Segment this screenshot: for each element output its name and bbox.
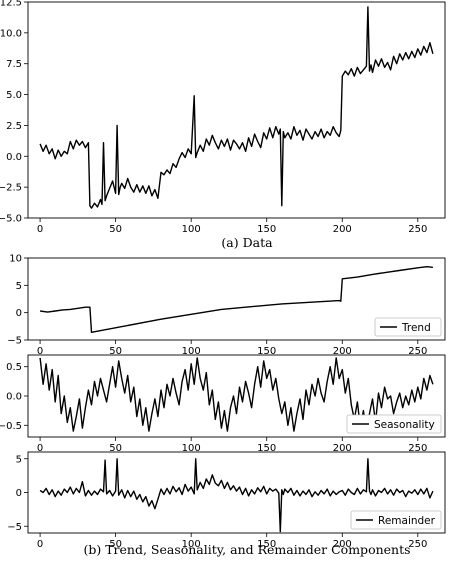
data-y-tick-label: 0.0 [6, 152, 22, 163]
data-x-tick-label: 200 [333, 224, 352, 235]
trend-y-tick-label: −5 [7, 336, 22, 347]
seasonality-x-tick-label: 150 [257, 443, 276, 454]
trend-x-tick-label: 100 [182, 346, 201, 357]
data-y-tick-label: −5.0 [0, 214, 22, 225]
caption-a: (a) Data [221, 235, 273, 250]
seasonality-x-tick-label: 250 [408, 443, 427, 454]
trend-x-tick-label: 50 [109, 346, 122, 357]
data-x-tick-label: 0 [37, 224, 43, 235]
remainder-plot: 0 50 100 150 200 250 −5 0 5 Remainder [7, 451, 446, 550]
data-axes-frame [27, 1, 446, 219]
trend-series-line [39, 266, 433, 333]
seasonality-x-tick-label: 200 [333, 443, 352, 454]
remainder-legend-box [350, 510, 442, 530]
remainder-x-tick-label: 100 [182, 539, 201, 550]
seasonality-plot: 0 50 100 150 200 250 −0.5 0.0 0.5 Seasonality [0, 354, 446, 454]
data-plot: 0 50 100 150 200 250 −5.0 −2.5 0.0 2.5 5.0 7.5 10.0 1… [0, 0, 446, 235]
data-y-tick-label: 2.5 [6, 121, 22, 132]
trend-y-tick-label: 10 [9, 254, 22, 265]
remainder-y-tick-label: −5 [7, 522, 22, 533]
data-series-line [39, 6, 434, 209]
data-x-tick-label: 250 [408, 224, 427, 235]
seasonality-legend-box [346, 414, 442, 434]
remainder-legend: Remainder [350, 510, 442, 530]
trend-legend-label: Trend [401, 322, 431, 334]
caption-b: (b) Trend, Seasonality, and Remainder Co… [83, 542, 410, 557]
data-x-tick-label: 50 [109, 224, 122, 235]
trend-legend-box [374, 317, 442, 337]
data-y-tick-label: −2.5 [0, 183, 22, 194]
seasonality-legend: Seasonality [346, 414, 442, 434]
data-x-tick-label: 150 [257, 224, 276, 235]
remainder-series-line [39, 458, 434, 533]
data-x-tick-label: 100 [182, 224, 201, 235]
data-y-tick-label: 5.0 [6, 90, 22, 101]
seasonality-legend-label: Seasonality [374, 419, 435, 431]
remainder-y-tick-label: 5 [16, 454, 22, 465]
remainder-x-tick-label: 0 [37, 539, 43, 550]
remainder-y-tick-label: 0 [16, 488, 22, 499]
trend-axes-frame [27, 257, 446, 341]
seasonality-x-tick-label: 50 [109, 443, 122, 454]
trend-plot: 0 50 100 150 200 250 −5 0 5 10 Trend [7, 254, 446, 357]
data-y-tick-label: 12.5 [0, 0, 22, 9]
trend-legend: Trend [374, 317, 442, 337]
remainder-x-tick-label: 50 [109, 539, 122, 550]
seasonality-y-tick-label: −0.5 [0, 421, 22, 432]
remainder-x-tick-label: 250 [408, 539, 427, 550]
remainder-legend-label: Remainder [378, 515, 436, 527]
trend-x-tick-label: 150 [257, 346, 276, 357]
trend-y-tick-label: 0 [16, 308, 22, 319]
seasonality-y-tick-label: 0.5 [6, 362, 22, 373]
trend-y-tick-label: 5 [16, 281, 22, 292]
trend-x-tick-label: 250 [408, 346, 427, 357]
seasonality-x-tick-label: 100 [182, 443, 201, 454]
data-y-tick-label: 10.0 [0, 28, 22, 39]
trend-x-tick-label: 0 [37, 346, 43, 357]
seasonality-y-tick-label: 0.0 [6, 392, 22, 403]
data-y-tick-label: 7.5 [6, 59, 22, 70]
trend-x-tick-label: 200 [333, 346, 352, 357]
remainder-x-tick-label: 150 [257, 539, 276, 550]
remainder-x-tick-label: 200 [333, 539, 352, 550]
seasonality-x-tick-label: 0 [37, 443, 43, 454]
